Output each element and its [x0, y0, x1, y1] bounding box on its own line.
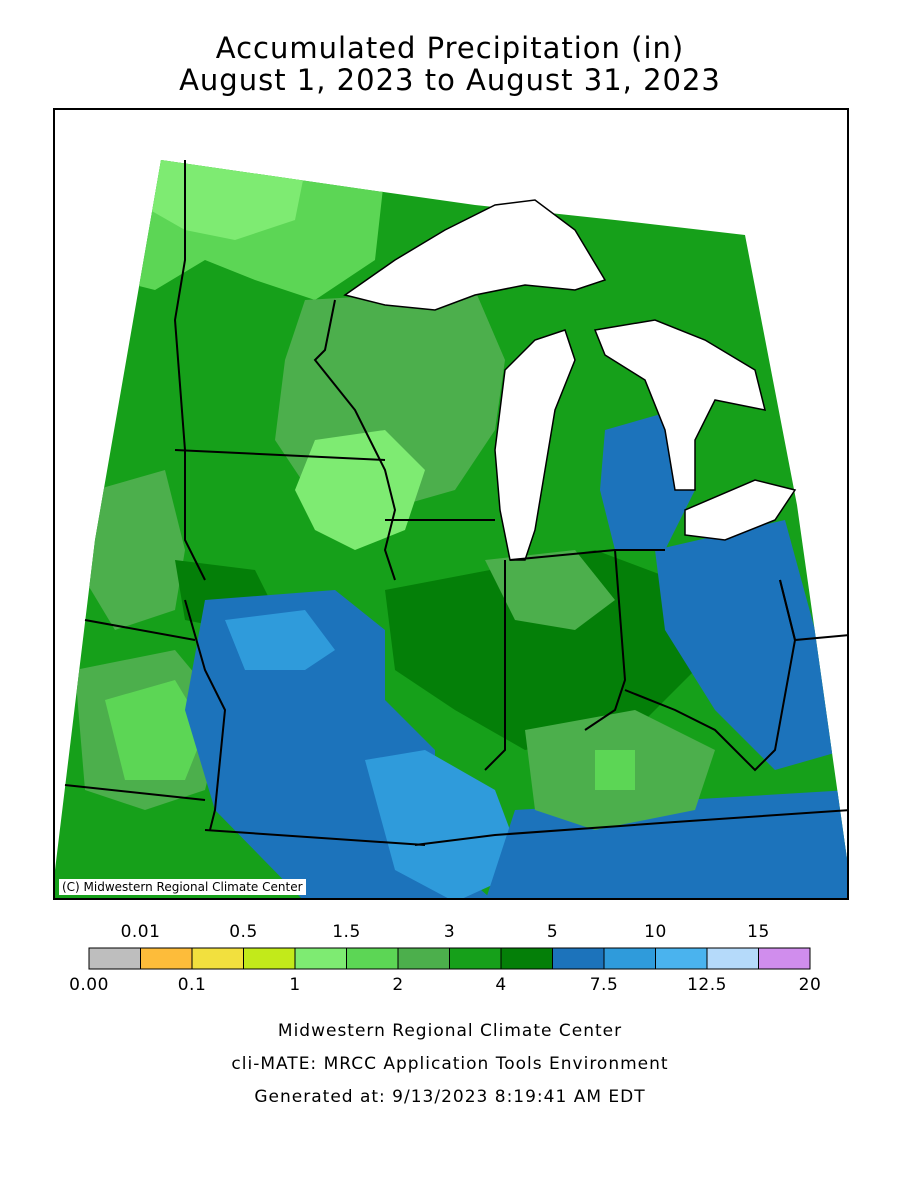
precip-zone-kentucky-bright	[365, 750, 525, 898]
footer-application: cli-MATE: MRCC Application Tools Environ…	[231, 1054, 669, 1074]
legend-bin-9	[552, 947, 605, 970]
legend-bin-6	[397, 947, 450, 970]
footer-generated-time: Generated at: 9/13/2023 8:19:41 AM EDT	[254, 1087, 646, 1107]
legend-top-label: 5	[546, 922, 559, 942]
map-date-range: August 1, 2023 to August 31, 2023	[179, 63, 721, 97]
lake-superior	[343, 199, 607, 311]
legend-bottom-label: 0.00	[69, 975, 109, 995]
legend-bin-8	[500, 947, 553, 970]
legend-bin-11	[655, 947, 708, 970]
legend-bin-1	[140, 947, 193, 970]
legend-bottom-label: 0.1	[177, 975, 207, 995]
legend-bin-5	[346, 947, 399, 970]
legend-top-label: 10	[644, 922, 667, 942]
precip-zone-kentucky-light	[595, 750, 635, 790]
precip-zone-indiana-medium	[485, 550, 615, 630]
lake-huron	[593, 319, 767, 491]
precip-legend: 0.01 0.5 1.5 3 5 10 15 0.00 0.1 1 2 4 7.5 12.5 20	[0, 920, 900, 1000]
legend-top-label: 0.01	[120, 922, 161, 942]
legend-bin-0	[88, 947, 141, 970]
legend-bottom-label: 2	[392, 975, 404, 995]
legend-bottom-label: 4	[495, 975, 507, 995]
legend-bottom-label: 12.5	[687, 975, 727, 995]
precipitation-map: (C) Midwestern Regional Climate Center	[53, 108, 849, 900]
legend-bin-2	[191, 947, 244, 970]
state-borders	[64, 160, 847, 846]
legend-bin-3	[243, 947, 296, 970]
footer-organization: Midwestern Regional Climate Center	[277, 1021, 623, 1041]
precip-zone-north-lightest	[150, 160, 305, 240]
precip-zone-missouri-bright	[225, 610, 335, 670]
legend-bottom-label: 1	[289, 975, 301, 995]
legend-top-label: 0.5	[229, 922, 258, 942]
legend-bottom-label: 20	[798, 975, 822, 995]
lake-erie	[684, 479, 797, 541]
precip-zone-ohio-blue	[655, 520, 845, 770]
legend-top-label: 1.5	[332, 922, 361, 942]
legend-bin-7	[449, 947, 502, 970]
legend-bin-4	[294, 947, 347, 970]
precip-zone-west-medium	[85, 470, 185, 630]
precip-zone-southwest-light	[105, 680, 205, 780]
legend-bin-12	[706, 947, 759, 970]
lake-michigan	[494, 329, 576, 561]
legend-colorbar	[88, 947, 811, 970]
map-title: Accumulated Precipitation (in)	[215, 31, 685, 65]
legend-bottom-label: 7.5	[589, 975, 619, 995]
legend-bin-13	[758, 947, 811, 970]
map-canvas	[55, 160, 847, 898]
legend-bin-10	[603, 947, 656, 970]
legend-top-label: 3	[443, 922, 456, 942]
copyright-notice: (C) Midwestern Regional Climate Center	[59, 879, 306, 895]
legend-top-label: 15	[747, 922, 770, 942]
